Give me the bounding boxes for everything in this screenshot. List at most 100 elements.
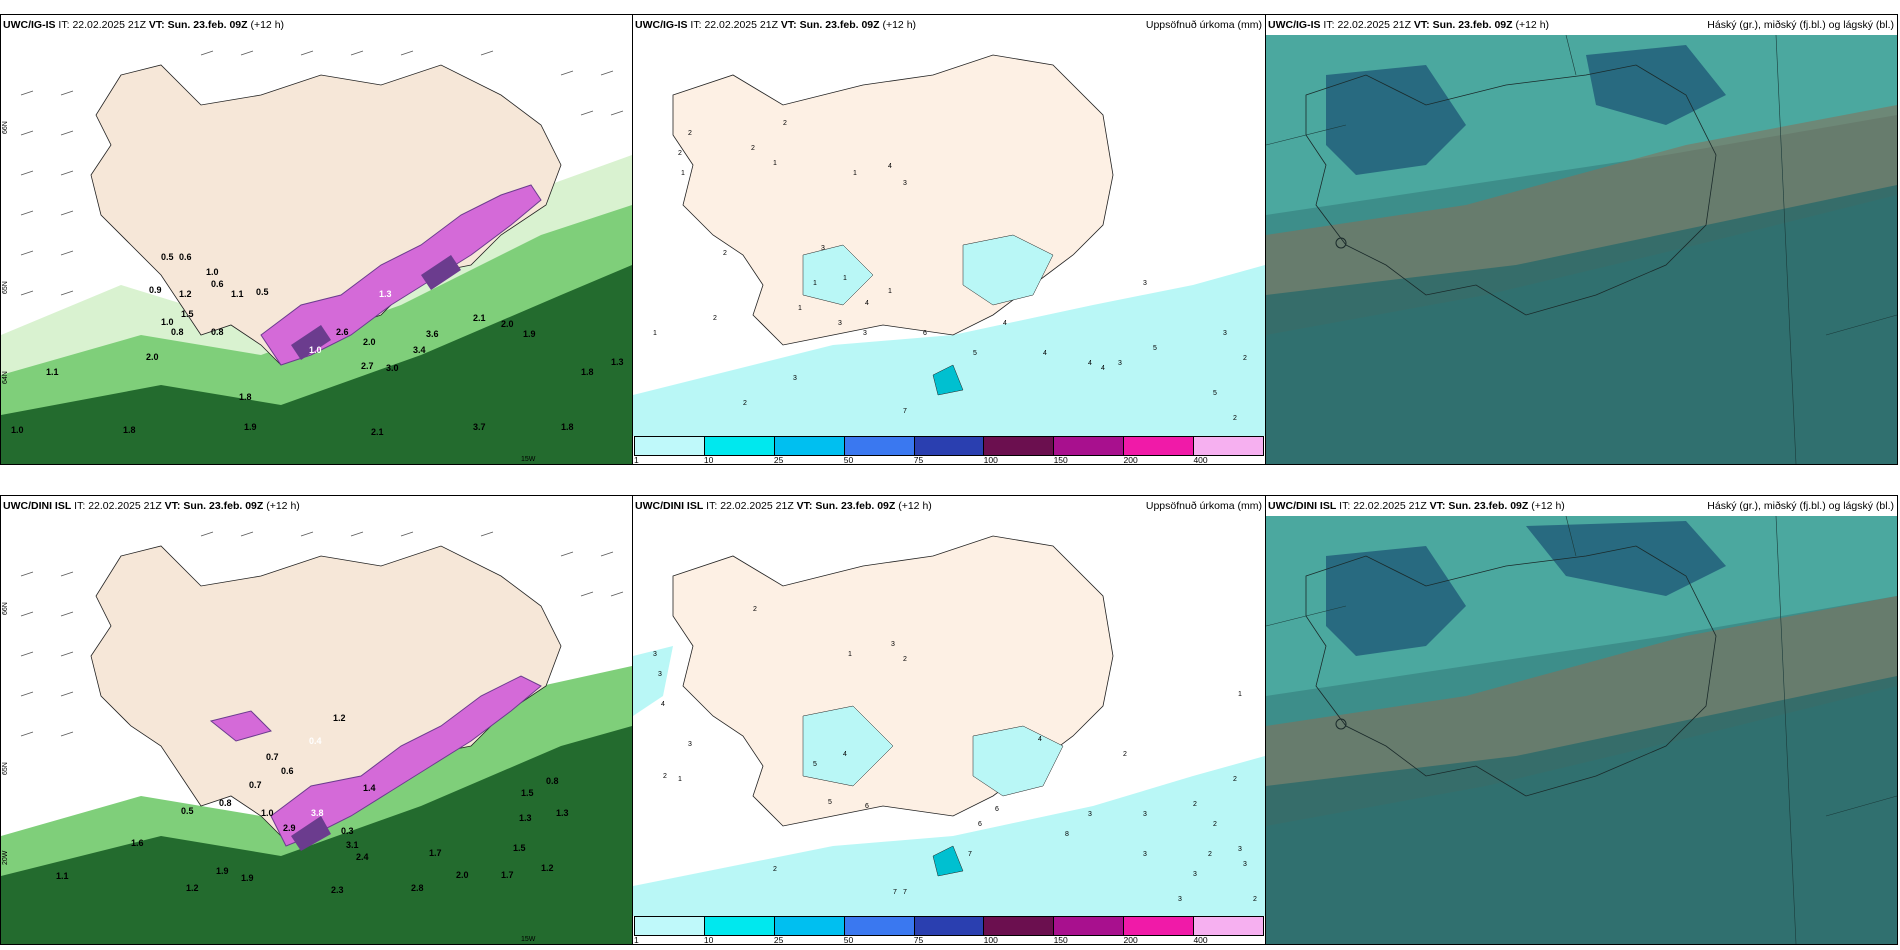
lat-label: 66N [2,602,9,615]
value-label: 0.8 [219,798,232,808]
value-label: 0.4 [309,736,322,746]
colorbar-label: 200 [1123,455,1138,465]
value-label: 0.3 [341,826,354,836]
value-label: 3.1 [346,840,359,850]
value-label: 2 [1123,751,1127,758]
value-label: 2 [688,130,692,137]
model-name: UWC/IG-IS [635,19,688,31]
value-label: 3 [688,741,692,748]
value-label: 1.3 [611,357,624,367]
value-label: 1 [798,305,802,312]
colorbar-swatch [984,917,1055,935]
value-label: 2.8 [411,883,424,893]
value-label: 8 [1065,831,1069,838]
it-label: IT: [58,19,70,31]
value-label: 1.9 [244,422,257,432]
it-value: 22.02.2025 21Z [72,19,146,31]
value-label: 2.1 [371,427,384,437]
panel-title: Uppsöfnuð úrkoma (mm) [1145,19,1262,31]
value-label: 1 [678,776,682,783]
value-label: 3 [1143,811,1147,818]
value-label: 1 [773,160,777,167]
value-label: 2 [1233,415,1237,422]
value-label: 1.4 [363,783,376,793]
value-label: 1.8 [581,367,594,377]
value-label: 6 [923,330,927,337]
it-label: IT: [1339,500,1351,512]
value-label: 2 [903,656,907,663]
value-label: 0.9 [149,285,162,295]
value-label: 4 [1038,736,1042,743]
lat-label: 64N [2,371,9,384]
panel-header: UWC/IG-IS IT: 22.02.2025 21Z VT: Sun. 23… [633,15,1265,35]
value-label: 0.8 [546,776,559,786]
vt-label: VT: [1429,500,1446,512]
value-label: 1.9 [241,873,254,883]
lead-time: (+12 h) [898,500,932,512]
colorbar-swatch [1054,917,1125,935]
vt-value: Sun. 23.feb. 09Z [1448,500,1529,512]
precip-colorbar: 1 10 25 50 75 100 150 200 400 [633,436,1265,464]
value-label: 3 [891,641,895,648]
map-svg [1266,35,1897,464]
colorbar-swatch [914,437,985,455]
map-svg: 1.2 0.4 0.7 0.6 0.7 0.5 0.8 1.0 3.8 2.9 … [1,516,632,944]
panel-header: UWC/IG-IS IT: 22.02.2025 21Z VT: Sun. 23… [1266,15,1897,35]
value-label: 3 [863,330,867,337]
map-accum-precip: 3 3 4 3 1 2 2 1 3 2 5 4 6 5 6 8 6 7 7 7 [633,516,1265,916]
value-label: 3.7 [473,422,486,432]
lead-time: (+12 h) [882,19,917,31]
colorbar-label: 10 [703,935,714,945]
value-label: 1.3 [519,813,532,823]
value-label: 2 [1233,776,1237,783]
value-label: 1.5 [181,309,194,319]
colorbar-swatch [1124,437,1195,455]
colorbar-label: 150 [1053,455,1068,465]
panel-top-left-wind-precip: UWC/IG-IS IT: 22.02.2025 21Z VT: Sun. 23… [0,14,633,465]
value-label: 3 [821,245,825,252]
colorbar-swatch [704,437,775,455]
value-label: 6 [995,806,999,813]
value-label: 1.9 [523,329,536,339]
colorbar-swatch [774,917,845,935]
value-label: 1.0 [261,808,274,818]
value-label: 1.2 [179,289,192,299]
value-label: 3 [1143,280,1147,287]
panel-title: Háský (gr.), miðský (fj.bl.) og lágský (… [1707,19,1894,31]
model-name: UWC/IG-IS [3,19,56,31]
lat-label: 66N [2,121,9,134]
value-label: 4 [1003,320,1007,327]
value-label: 1.0 [309,345,322,355]
value-label: 4 [661,701,665,708]
colorbar-swatch [984,437,1055,455]
value-label: 2 [663,773,667,780]
colorbar-label: 75 [913,455,924,465]
map-svg: 0.5 0.6 1.0 0.6 0.5 0.9 1.2 1.1 1.5 0.8 … [1,35,632,464]
vt-value: Sun. 23.feb. 09Z [799,19,880,31]
value-label: 3.8 [311,808,324,818]
vt-label: VT: [164,500,181,512]
value-label: 4 [1088,360,1092,367]
colorbar-label: 400 [1193,935,1208,945]
value-label: 5 [973,350,977,357]
map-cloud-cover [1266,35,1897,464]
value-label: 4 [888,163,892,170]
lead-time: (+12 h) [266,500,300,512]
value-label: 1 [843,275,847,282]
colorbar-swatch [635,437,705,455]
value-label: 0.5 [181,806,194,816]
it-value: 22.02.2025 21Z [704,19,778,31]
value-label: 1.2 [333,713,346,723]
colorbar-swatches [634,916,1264,936]
panel-title: Háský (gr.), miðský (fj.bl.) og lágský (… [1707,500,1894,512]
model-name: UWC/IG-IS [1268,19,1321,31]
it-value: 22.02.2025 21Z [1337,19,1411,31]
value-label: 0.7 [249,780,262,790]
colorbar-swatch [844,917,915,935]
value-label: 1.1 [231,289,244,299]
panel-header: UWC/DINI ISL IT: 22.02.2025 21Z VT: Sun.… [1266,496,1897,516]
value-label: 1.5 [521,788,534,798]
value-label: 2.3 [331,885,344,895]
it-label: IT: [74,500,86,512]
map-svg: 3 3 4 3 1 2 2 1 3 2 5 4 6 5 6 8 6 7 7 7 [633,516,1265,916]
